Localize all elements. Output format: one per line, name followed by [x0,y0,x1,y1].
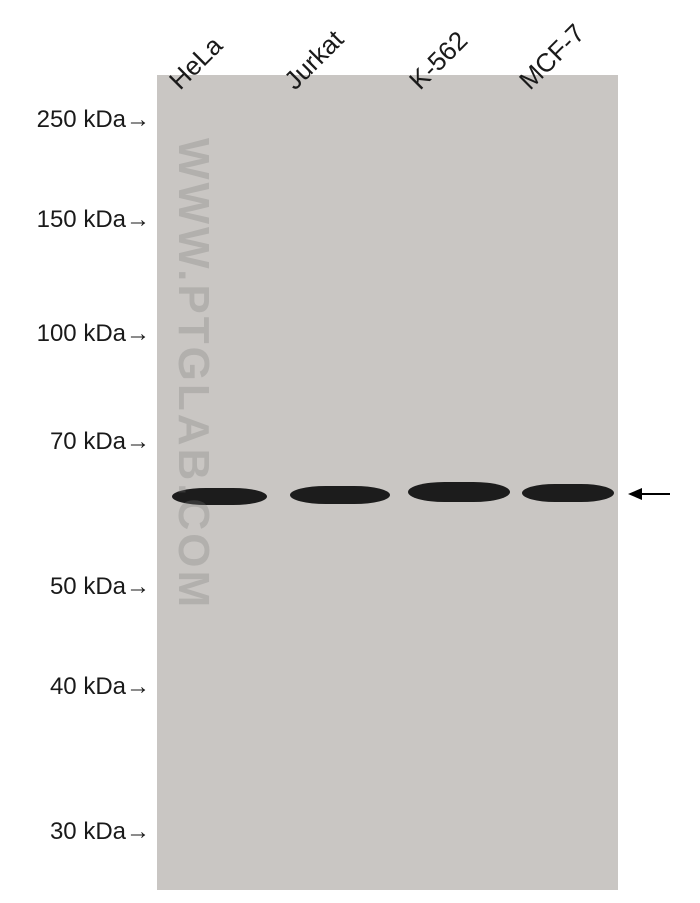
marker-label: 70 kDa→ [50,428,150,456]
marker-label: 100 kDa→ [37,320,150,348]
arrow-head-icon [628,488,642,500]
marker-label: 150 kDa→ [37,206,150,234]
protein-band [522,484,614,502]
protein-band [408,482,510,502]
arrow-line [642,493,670,495]
protein-band [290,486,390,504]
marker-label: 250 kDa→ [37,106,150,134]
watermark-text: WWW.PTGLAB.COM [168,138,218,610]
blot-figure: HeLaJurkatK-562MCF-7 250 kDa→150 kDa→100… [0,0,700,903]
band-arrow [628,488,670,500]
marker-label: 30 kDa→ [50,818,150,846]
marker-label: 40 kDa→ [50,673,150,701]
marker-label: 50 kDa→ [50,573,150,601]
blot-membrane [157,75,618,890]
